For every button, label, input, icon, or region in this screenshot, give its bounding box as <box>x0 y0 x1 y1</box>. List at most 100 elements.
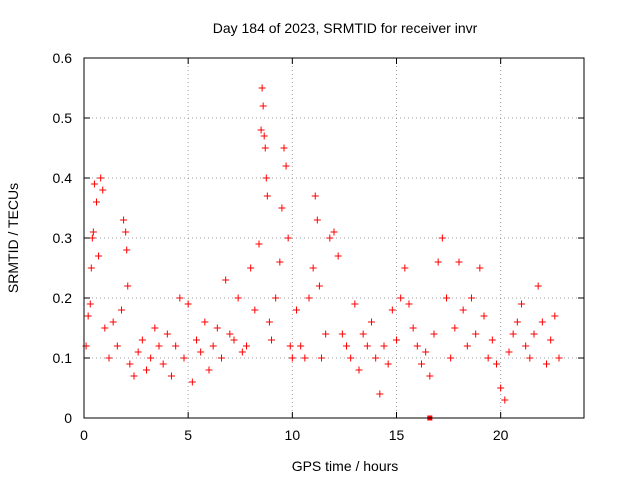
data-point <box>93 198 100 206</box>
data-point <box>260 132 268 140</box>
data-point <box>426 372 434 380</box>
data-point <box>551 312 559 320</box>
data-point <box>159 360 167 368</box>
data-point <box>120 216 128 224</box>
data-point <box>251 306 259 314</box>
data-point <box>155 342 163 350</box>
y-tick-label: 0.3 <box>53 230 73 246</box>
data-point <box>238 348 246 356</box>
data-point <box>143 366 150 374</box>
data-point <box>95 252 103 260</box>
data-point <box>311 192 319 200</box>
data-point <box>205 366 213 374</box>
data-point <box>265 318 273 326</box>
data-point <box>262 174 270 182</box>
data-point <box>84 312 92 320</box>
data-points <box>82 84 563 421</box>
data-point <box>447 354 455 362</box>
data-point <box>280 144 288 152</box>
data-point <box>124 282 132 290</box>
data-point <box>405 300 413 308</box>
data-point <box>384 360 392 368</box>
data-point <box>488 336 496 344</box>
data-point <box>90 180 98 188</box>
data-point <box>513 318 521 326</box>
x-tick-label: 5 <box>184 427 192 443</box>
data-point <box>193 336 200 344</box>
data-point <box>526 354 534 362</box>
gridlines <box>84 58 584 418</box>
data-point <box>309 264 317 272</box>
data-point <box>547 336 555 344</box>
data-point <box>226 330 234 338</box>
data-point <box>313 216 321 224</box>
data-point <box>534 282 542 290</box>
data-point <box>138 336 146 344</box>
data-point <box>147 354 155 362</box>
data-point <box>326 234 334 242</box>
data-point <box>359 330 367 338</box>
data-point <box>286 342 294 350</box>
data-point <box>89 228 97 236</box>
data-point <box>126 360 134 368</box>
data-point <box>480 312 488 320</box>
data-point <box>130 372 138 380</box>
data-point <box>243 342 250 350</box>
data-point <box>322 330 330 338</box>
data-point <box>493 360 500 368</box>
data-point <box>459 306 467 314</box>
data-point <box>172 342 180 350</box>
data-point <box>218 354 225 362</box>
data-point <box>288 354 296 362</box>
data-point <box>413 342 421 350</box>
chart-title: Day 184 of 2023, SRMTID for receiver inv… <box>213 20 478 36</box>
data-point <box>284 234 292 242</box>
y-tick-label: 0 <box>64 410 72 426</box>
data-point <box>555 354 563 362</box>
data-point <box>538 318 546 326</box>
data-point <box>338 330 346 338</box>
data-point <box>501 396 509 404</box>
data-point <box>505 348 513 356</box>
data-point <box>472 330 480 338</box>
data-point <box>455 258 463 266</box>
data-point <box>99 186 107 194</box>
y-tick-label: 0.6 <box>53 50 73 66</box>
data-point <box>230 336 238 344</box>
y-tick-label: 0.4 <box>53 170 73 186</box>
data-point <box>234 294 242 302</box>
data-point <box>163 330 171 338</box>
data-point <box>151 324 159 332</box>
data-point <box>372 354 380 362</box>
data-point <box>443 294 450 302</box>
data-point <box>434 258 442 266</box>
data-point <box>272 294 280 302</box>
y-tick-label: 0.2 <box>53 290 73 306</box>
data-point <box>509 330 517 338</box>
data-point <box>468 294 475 302</box>
data-point <box>363 342 371 350</box>
data-point <box>197 348 205 356</box>
data-point <box>476 264 484 272</box>
data-point <box>409 324 417 332</box>
data-point <box>188 378 196 386</box>
data-point <box>97 174 105 182</box>
data-point <box>451 324 459 332</box>
data-point <box>518 300 525 308</box>
data-point <box>259 102 267 110</box>
data-point <box>380 342 388 350</box>
data-point <box>293 306 300 314</box>
x-axis-label: GPS time / hours <box>292 458 399 474</box>
data-point <box>497 384 505 392</box>
data-point <box>315 282 323 290</box>
data-point <box>258 84 266 92</box>
data-point <box>123 246 131 254</box>
x-tick-label: 10 <box>285 427 301 443</box>
data-point <box>282 162 290 170</box>
data-point <box>355 366 363 374</box>
y-tick-label: 0.5 <box>53 110 73 126</box>
data-point <box>247 264 255 272</box>
data-point <box>530 330 538 338</box>
data-point <box>463 342 471 350</box>
